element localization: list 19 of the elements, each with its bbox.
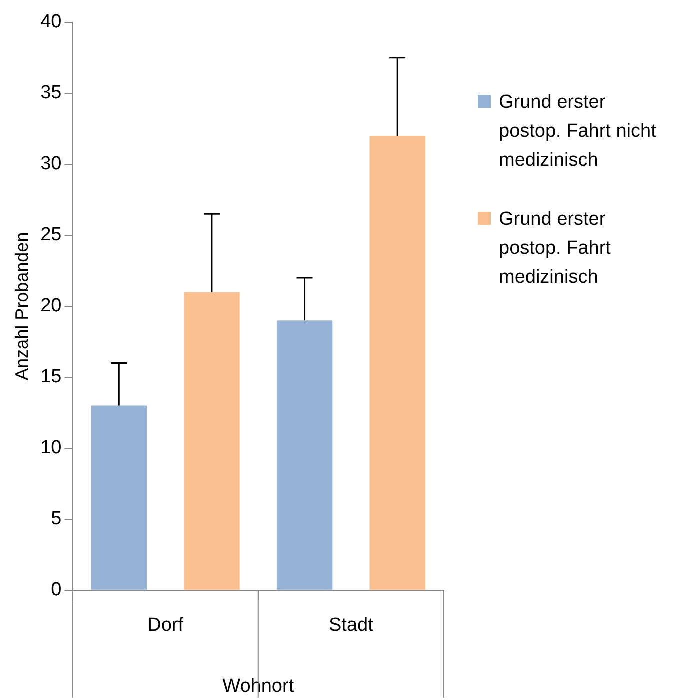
y-tick-label: 0 — [51, 580, 62, 601]
y-tick-label: 40 — [40, 12, 62, 33]
y-axis-title: Anzahl Probanden — [12, 232, 32, 380]
y-tick-label: 10 — [40, 438, 62, 459]
y-tick-label: 30 — [40, 154, 62, 175]
y-tick-label: 15 — [40, 366, 62, 388]
bar — [370, 136, 426, 590]
y-tick-label: 20 — [40, 296, 62, 317]
legend-label: Grund erster postop. Fahrt medizinisch — [499, 208, 612, 290]
y-tick-label: 25 — [40, 224, 62, 246]
legend-label: Grund erster postop. Fahrt nicht medizinisch — [499, 91, 658, 173]
y-tick-label: 5 — [51, 508, 62, 530]
x-tick-label: Stadt — [328, 615, 374, 636]
bar — [276, 320, 333, 590]
bar — [184, 292, 240, 590]
bar — [91, 406, 147, 590]
x-axis-title: Wohnort — [222, 676, 295, 697]
x-tick-label: Dorf — [148, 615, 184, 636]
y-tick-label: 35 — [40, 82, 62, 104]
